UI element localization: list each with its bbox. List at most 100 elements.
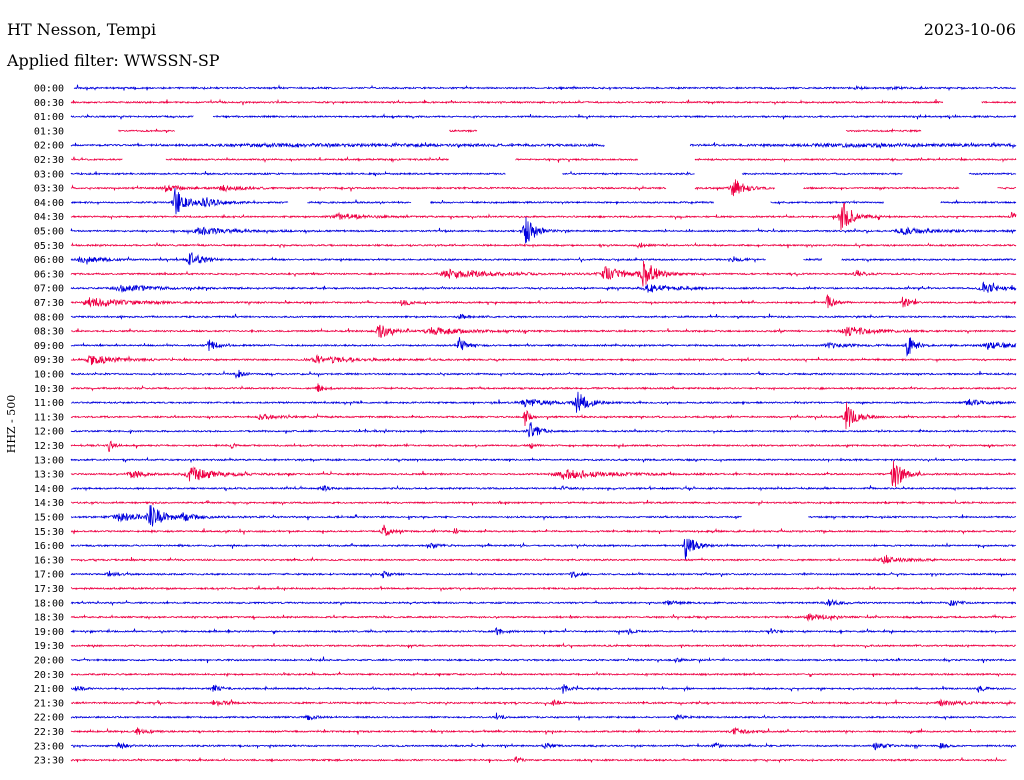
trace-row	[70, 499, 1017, 506]
time-label: 02:30	[34, 155, 64, 166]
filter-label: Applied filter: WWSSN-SP	[7, 51, 220, 70]
time-label: 12:00	[34, 427, 64, 438]
trace-row	[70, 217, 1017, 244]
trace-row	[70, 313, 1017, 320]
time-label: 03:00	[34, 169, 64, 180]
trace-row	[70, 570, 1017, 579]
trace-row	[70, 670, 1017, 678]
trace-row	[70, 170, 1017, 177]
time-label: 19:30	[34, 641, 64, 652]
time-label: 06:00	[34, 255, 64, 266]
time-label: 10:00	[34, 370, 64, 381]
trace-row	[70, 656, 1017, 664]
trace-row	[118, 127, 922, 134]
time-label: 09:00	[34, 341, 64, 352]
trace-row	[70, 187, 1017, 215]
time-label: 03:30	[34, 184, 64, 195]
trace-row	[70, 241, 1017, 249]
time-label: 19:00	[34, 627, 64, 638]
trace-row	[70, 402, 1017, 430]
time-label: 08:30	[34, 327, 64, 338]
time-label: 14:30	[34, 498, 64, 509]
trace-row	[70, 741, 1017, 751]
time-label: 17:30	[34, 584, 64, 595]
trace-row	[70, 281, 1017, 294]
time-label: 00:30	[34, 98, 64, 109]
time-label: 04:30	[34, 212, 64, 223]
time-label: 17:00	[34, 570, 64, 581]
time-label: 07:30	[34, 298, 64, 309]
time-label: 22:30	[34, 727, 64, 738]
trace-row	[70, 684, 1017, 694]
trace-row	[70, 627, 1017, 636]
trace-row	[70, 460, 1017, 487]
time-label: 20:30	[34, 670, 64, 681]
time-label: 15:30	[34, 527, 64, 538]
trace-row	[70, 383, 1017, 393]
time-label: 07:00	[34, 284, 64, 295]
time-labels: 00:00 00:30 01:00 01:30 02:00 02:30 03:00 03:30…	[34, 84, 64, 767]
trace-row	[70, 422, 1017, 438]
trace-row	[70, 294, 1017, 309]
trace-row	[70, 98, 1017, 106]
trace-row	[70, 354, 1017, 366]
time-label: 14:00	[34, 484, 64, 495]
time-label: 04:00	[34, 198, 64, 209]
trace-row	[70, 505, 1017, 527]
time-label: 02:00	[34, 141, 64, 152]
trace-row	[70, 324, 1017, 338]
time-label: 00:00	[34, 84, 64, 95]
trace-row	[70, 524, 1017, 537]
trace-row	[70, 642, 1017, 650]
trace-row	[70, 202, 1017, 231]
trace-row	[70, 369, 1017, 379]
trace-row	[70, 598, 1017, 607]
trace-row	[70, 156, 1017, 164]
seismic-traces	[70, 84, 1017, 764]
time-label: 16:30	[34, 555, 64, 566]
time-label: 10:30	[34, 384, 64, 395]
trace-row	[70, 484, 1016, 493]
time-label: 23:00	[34, 741, 64, 752]
time-label: 05:00	[34, 227, 64, 238]
time-label: 01:30	[34, 126, 64, 137]
trace-row	[70, 440, 1017, 453]
trace-row	[70, 585, 1017, 592]
trace-row	[70, 554, 1017, 565]
time-label: 08:00	[34, 312, 64, 323]
time-label: 15:00	[34, 513, 64, 524]
trace-row	[70, 261, 1017, 287]
time-label: 21:30	[34, 698, 64, 709]
time-label: 20:00	[34, 656, 64, 667]
station-title: HT Nesson, Tempi	[7, 20, 157, 39]
time-label: 13:30	[34, 470, 64, 481]
trace-row	[73, 84, 1017, 92]
time-label: 18:30	[34, 613, 64, 624]
trace-row	[70, 456, 1017, 464]
time-label: 16:00	[34, 541, 64, 552]
trace-row	[70, 712, 1017, 721]
time-label: 06:30	[34, 269, 64, 280]
time-label: 05:30	[34, 241, 64, 252]
trace-row	[70, 141, 1017, 150]
trace-row	[70, 337, 1017, 357]
trace-row	[70, 391, 1017, 413]
trace-row	[70, 538, 1017, 560]
trace-row	[70, 726, 1017, 735]
trace-row	[70, 113, 1017, 120]
time-label: 23:30	[34, 756, 64, 767]
time-label: 11:30	[34, 412, 64, 423]
time-label: 13:00	[34, 455, 64, 466]
time-label: 11:00	[34, 398, 64, 409]
time-label: 21:00	[34, 684, 64, 695]
trace-row	[70, 179, 1017, 197]
trace-row	[70, 252, 1017, 266]
time-label: 22:00	[34, 713, 64, 724]
time-label: 09:30	[34, 355, 64, 366]
trace-row	[70, 613, 1017, 622]
trace-row	[70, 698, 1017, 707]
date-label: 2023-10-06	[923, 20, 1016, 39]
time-label: 18:00	[34, 598, 64, 609]
time-label: 01:00	[34, 112, 64, 123]
